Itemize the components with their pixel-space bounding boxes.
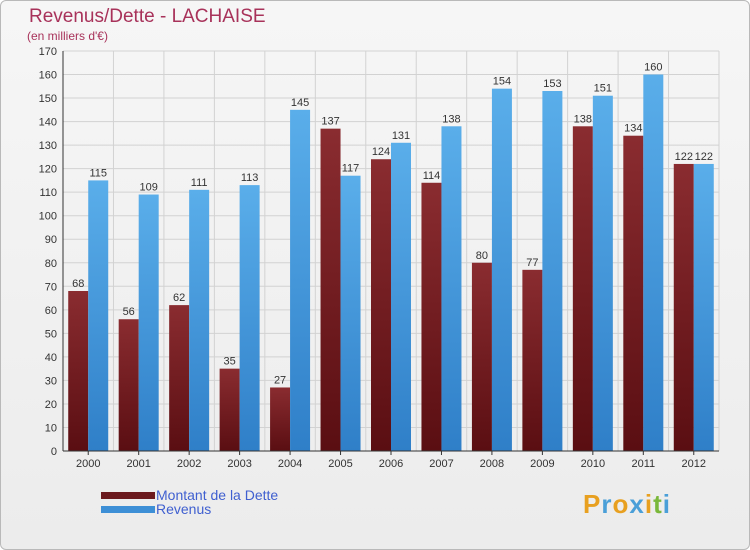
legend-swatch-revenus [101,506,155,513]
y-tick-label: 150 [39,93,57,105]
data-label: 117 [342,163,360,175]
logo-letter: P [583,489,602,519]
dette-bar [320,128,341,451]
y-tick-label: 160 [39,70,57,82]
data-label: 56 [123,306,135,318]
dette-bar [623,135,644,452]
logo-letter: i [644,489,654,519]
y-tick-label: 170 [39,46,57,58]
logo-letter: t [653,489,663,519]
revenus-bar [542,91,563,451]
data-label: 131 [392,130,410,142]
dette-bar [371,159,391,451]
data-label: 68 [72,278,84,290]
data-label: 145 [291,97,309,109]
dette-bar [169,305,190,451]
dette-bar [421,182,442,451]
y-tick-label: 20 [45,399,57,411]
dette-bar [270,387,291,451]
revenus-bar [441,126,462,451]
y-tick-label: 100 [39,211,57,223]
x-tick-label: 2006 [379,458,403,470]
data-label: 134 [624,123,642,135]
revenus-bar [643,74,664,451]
dette-bar [572,126,593,451]
revenus-bar [290,109,311,451]
logo-letter: r [601,489,613,519]
revenus-bar [592,95,613,452]
y-tick-label: 130 [39,140,57,152]
dette-bar [471,262,492,451]
data-label: 151 [594,83,612,95]
dette-bar [522,269,543,451]
x-tick-label: 2009 [530,458,554,470]
logo-letter: i [662,489,671,519]
data-label: 80 [476,250,488,262]
x-tick-label: 2008 [480,458,504,470]
revenus-bar [189,189,210,451]
chart-subtitle: (en milliers d'€) [27,29,108,43]
y-tick-label: 50 [45,328,57,340]
data-label: 138 [442,113,460,125]
proxiti-logo: Proxiti [583,489,671,520]
revenus-bar [491,88,512,451]
y-tick-label: 40 [45,352,57,364]
x-tick-label: 2001 [126,458,150,470]
data-label: 35 [223,356,235,368]
y-tick-label: 90 [45,234,57,246]
revenus-bar [340,175,361,452]
y-tick-label: 110 [39,187,57,199]
data-label: 109 [140,182,158,194]
data-label: 113 [241,172,259,184]
x-tick-label: 2007 [429,458,453,470]
legend-swatch-dette [101,492,155,499]
revenus-bar [693,163,714,452]
x-tick-label: 2005 [328,458,352,470]
data-label: 124 [372,146,390,158]
revenus-bar [391,142,411,451]
x-tick-label: 2012 [682,458,706,470]
dette-bar [673,163,694,452]
y-tick-label: 80 [45,258,57,270]
data-label: 154 [493,76,511,88]
logo-letter: x [629,489,645,519]
revenus-bar [239,185,260,451]
revenus-bar [138,194,159,451]
legend-label-revenus: Revenus [156,501,212,517]
data-label: 111 [191,177,208,189]
data-label: 137 [321,116,339,128]
data-label: 122 [675,151,693,163]
y-tick-label: 0 [51,446,57,458]
data-label: 122 [695,151,713,163]
dette-bar [68,291,89,451]
x-tick-label: 2011 [631,458,655,470]
chart-title: Revenus/Dette - LACHAISE [29,6,266,27]
dette-bar [219,368,240,451]
y-tick-label: 30 [45,375,57,387]
data-label: 115 [89,167,107,179]
y-tick-label: 70 [45,281,57,293]
revenus-bar [88,180,109,452]
x-tick-label: 2002 [177,458,201,470]
y-tick-label: 140 [39,117,57,129]
data-label: 114 [423,170,441,182]
x-tick-label: 2010 [581,458,605,470]
data-label: 62 [173,292,185,304]
y-tick-label: 120 [39,164,57,176]
x-tick-label: 2003 [227,458,251,470]
data-label: 153 [543,78,561,90]
data-label: 77 [526,257,538,269]
x-tick-label: 2004 [278,458,302,470]
data-label: 138 [574,113,592,125]
y-tick-label: 60 [45,305,57,317]
logo-letter: o [612,489,630,519]
dette-bar [118,319,139,451]
data-label: 160 [644,62,662,74]
x-tick-label: 2000 [76,458,100,470]
data-label: 27 [274,374,286,386]
y-tick-label: 10 [45,422,57,434]
legend-label-dette: Montant de la Dette [156,487,279,503]
